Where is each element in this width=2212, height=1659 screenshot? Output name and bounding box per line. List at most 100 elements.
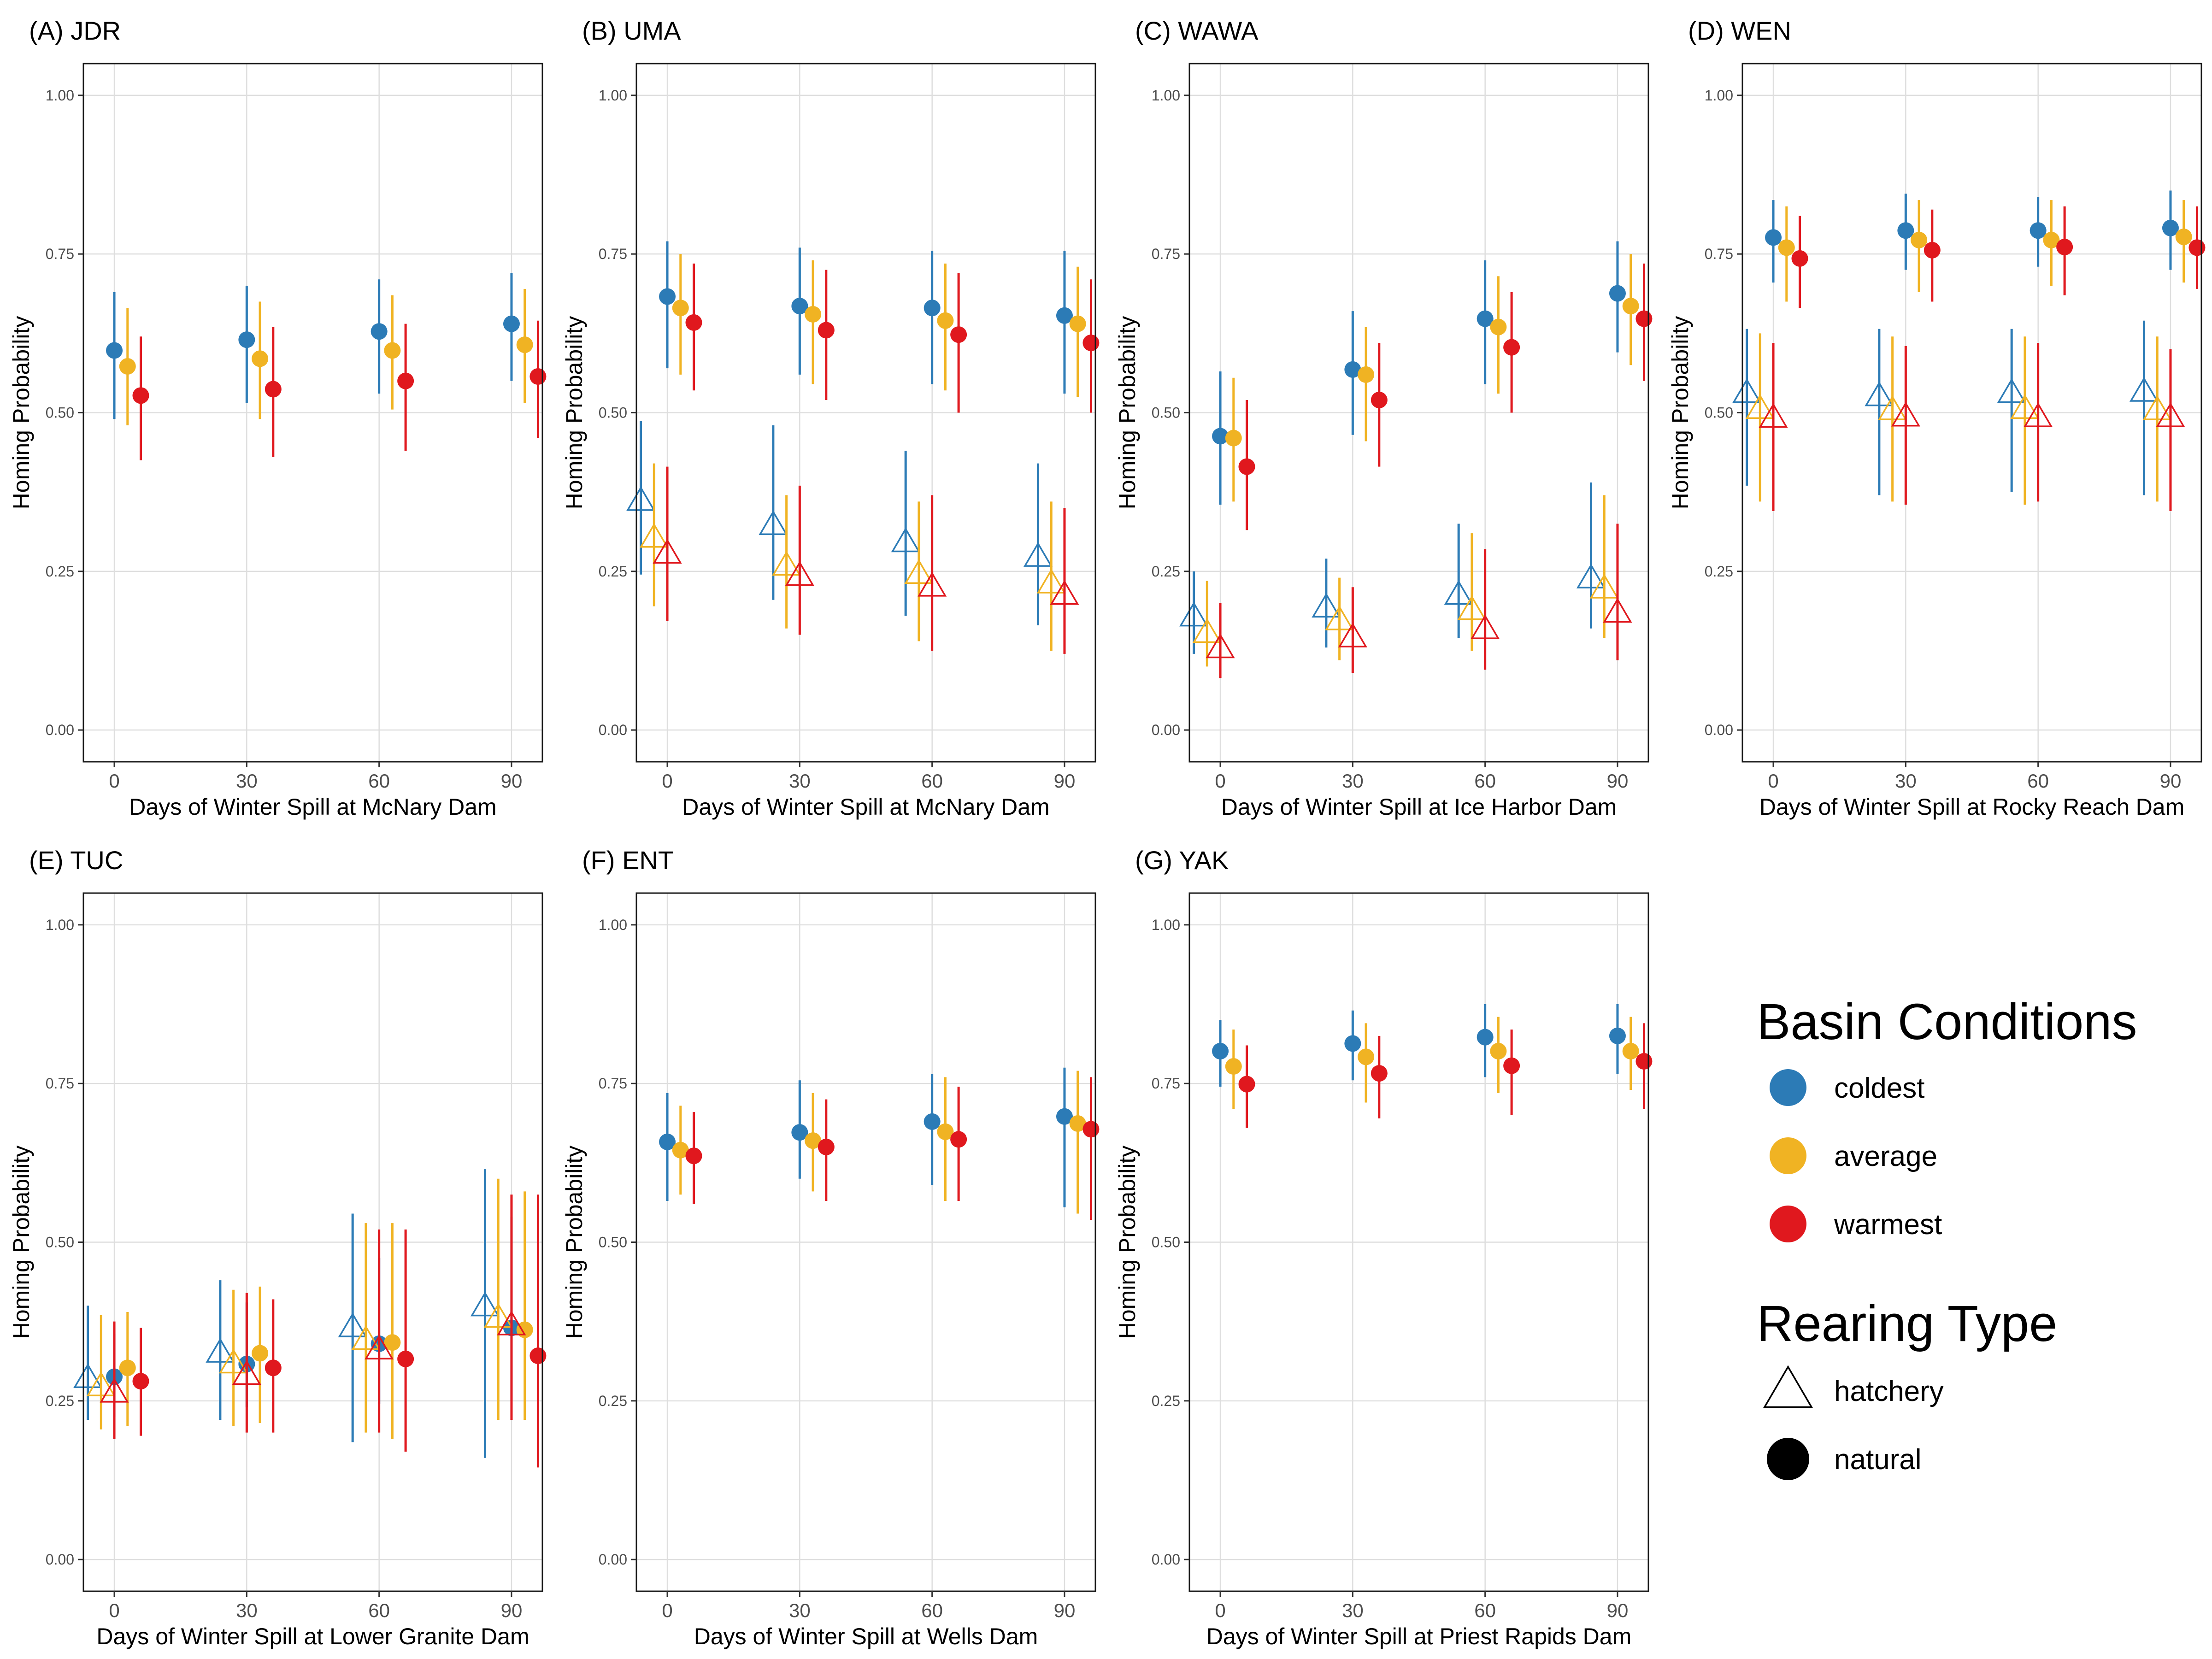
x-axis-title: Days of Winter Spill at McNary Dam <box>129 794 496 820</box>
data-point <box>937 312 954 329</box>
data-point <box>338 1312 367 1337</box>
data-point <box>1503 1057 1520 1074</box>
y-tick-label: 0.00 <box>599 1551 627 1568</box>
x-tick-label: 0 <box>662 1600 672 1621</box>
data-point <box>516 336 533 353</box>
data-point <box>252 1345 269 1362</box>
x-tick-label: 30 <box>789 770 811 792</box>
legend: Basin Conditions coldest average warmest Rea… <box>1757 994 2137 1480</box>
x-tick-label: 90 <box>1607 1600 1629 1621</box>
data-point <box>1765 229 1782 246</box>
data-point <box>1622 1042 1639 1059</box>
data-point <box>1635 310 1653 327</box>
data-point <box>1056 307 1073 324</box>
data-point <box>1477 310 1494 327</box>
data-point <box>2024 402 2053 427</box>
y-tick-label: 0.75 <box>1705 246 1733 262</box>
panel-title: (A) JDR <box>29 16 121 45</box>
data-point <box>772 551 801 576</box>
data-point <box>791 1124 808 1141</box>
y-tick-label: 0.25 <box>1152 1393 1180 1409</box>
x-axis-title: Days of Winter Spill at Wells Dam <box>694 1624 1038 1649</box>
series-natural-coldest <box>659 241 1073 394</box>
y-axis-title: Homing Probability <box>1114 1146 1140 1339</box>
y-axis-title: Homing Probability <box>1114 316 1140 510</box>
data-point <box>1457 595 1487 620</box>
data-point <box>818 322 835 339</box>
y-tick-label: 0.00 <box>599 722 627 738</box>
data-point <box>265 381 282 398</box>
data-point <box>1891 401 1920 427</box>
data-point <box>1023 542 1053 567</box>
data-point <box>891 527 920 553</box>
series-natural-average <box>119 288 533 426</box>
y-tick-label: 0.50 <box>599 405 627 421</box>
data-point <box>1477 1029 1494 1046</box>
data-point <box>132 1373 149 1390</box>
data-point <box>2030 222 2047 239</box>
data-point <box>1069 1115 1086 1132</box>
y-tick-label: 1.00 <box>1705 87 1733 104</box>
x-tick-label: 30 <box>789 1600 811 1621</box>
data-point <box>1609 285 1626 302</box>
y-axis-title: Homing Probability <box>8 1146 34 1339</box>
series-natural-coldest <box>659 1067 1073 1207</box>
data-point <box>206 1338 235 1363</box>
y-axis-title: Homing Probability <box>8 316 34 510</box>
x-tick-label: 60 <box>1474 1600 1496 1621</box>
grid-lines <box>636 893 1095 1591</box>
data-point <box>685 314 702 331</box>
y-tick-label: 0.00 <box>1152 722 1180 738</box>
y-tick-label: 0.25 <box>599 1393 627 1409</box>
data-point <box>1212 1042 1229 1059</box>
data-point <box>1997 378 2026 403</box>
data-point <box>924 1113 941 1130</box>
data-point <box>497 1310 526 1335</box>
legend-swatch-warmest <box>1770 1206 1806 1242</box>
data-point <box>785 561 814 586</box>
y-axis-title: Homing Probability <box>1667 316 1693 510</box>
series-natural-coldest <box>1212 241 1626 505</box>
y-axis-title: Homing Probability <box>561 316 587 510</box>
data-point <box>1082 335 1100 351</box>
data-point <box>265 1359 282 1377</box>
data-point <box>685 1147 702 1165</box>
y-tick-label: 1.00 <box>1152 87 1180 104</box>
data-point <box>1471 614 1500 639</box>
data-point <box>2129 377 2159 402</box>
data-point <box>1603 598 1632 623</box>
data-point <box>1897 222 1914 239</box>
data-point <box>1338 622 1367 647</box>
panel-title: (F) ENT <box>582 846 674 875</box>
panel-title: (D) WEN <box>1688 16 1791 45</box>
data-point <box>2162 219 2179 236</box>
data-point <box>1358 1048 1375 1065</box>
y-tick-label: 0.25 <box>1705 563 1733 580</box>
data-point <box>1924 241 1941 259</box>
x-tick-label: 0 <box>1215 770 1225 792</box>
y-tick-label: 0.50 <box>599 1234 627 1251</box>
series-hatchery-coldest <box>626 421 1053 625</box>
y-tick-label: 1.00 <box>46 87 74 104</box>
data-point <box>805 1132 822 1149</box>
data-point <box>1745 394 1775 419</box>
data-point <box>529 368 547 385</box>
data-point <box>1225 429 1242 447</box>
x-tick-label: 0 <box>109 1600 119 1621</box>
data-point <box>132 387 149 404</box>
series-natural-average <box>119 1191 533 1439</box>
data-point <box>1865 381 1894 406</box>
x-tick-label: 30 <box>1342 770 1364 792</box>
series-hatchery-average <box>86 1178 513 1433</box>
data-point <box>1036 568 1066 594</box>
y-tick-label: 1.00 <box>1152 917 1180 933</box>
data-point <box>1238 458 1255 475</box>
x-axis-title: Days of Winter Spill at McNary Dam <box>682 794 1049 820</box>
x-tick-label: 60 <box>2027 770 2049 792</box>
data-point <box>1344 361 1361 378</box>
data-point <box>1238 1076 1255 1093</box>
x-axis-title: Days of Winter Spill at Lower Granite Da… <box>96 1624 529 1649</box>
data-point <box>1206 633 1235 659</box>
series-natural-coldest <box>106 273 520 419</box>
